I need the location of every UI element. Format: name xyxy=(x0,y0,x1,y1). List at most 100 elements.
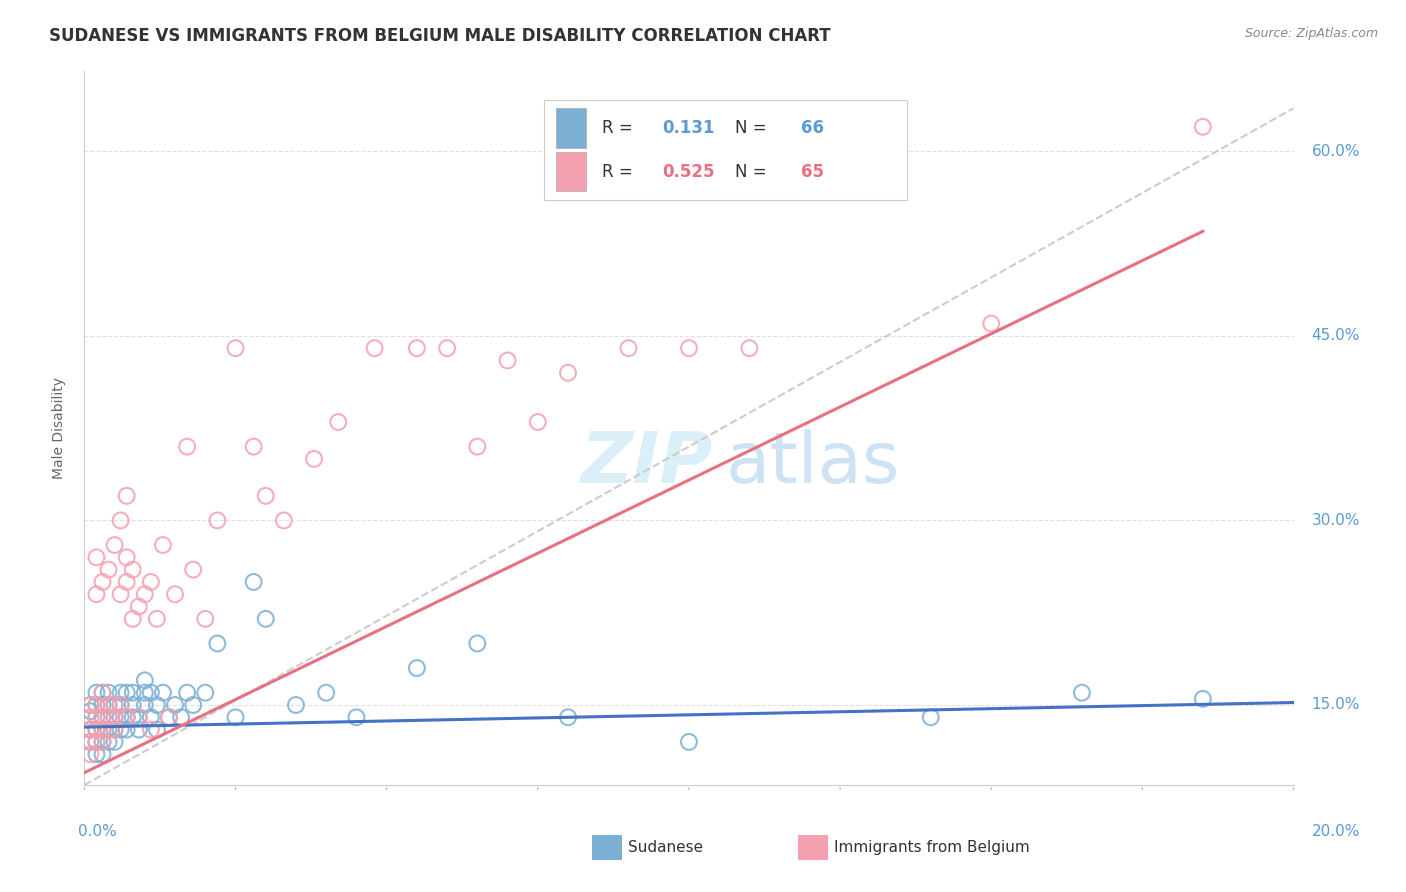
Point xyxy=(86,735,108,749)
Point xyxy=(139,686,162,700)
Point xyxy=(146,723,169,737)
Point xyxy=(134,698,156,712)
Text: Source: ZipAtlas.com: Source: ZipAtlas.com xyxy=(1244,27,1378,40)
Point xyxy=(97,723,120,737)
Point xyxy=(207,636,229,650)
Point xyxy=(980,317,1002,331)
Point xyxy=(134,686,156,700)
Point xyxy=(91,710,114,724)
Point xyxy=(86,723,108,737)
Text: SUDANESE VS IMMIGRANTS FROM BELGIUM MALE DISABILITY CORRELATION CHART: SUDANESE VS IMMIGRANTS FROM BELGIUM MALE… xyxy=(49,27,831,45)
Point xyxy=(115,550,138,565)
Point xyxy=(104,710,127,724)
Text: N =: N = xyxy=(735,163,772,181)
Point xyxy=(121,698,143,712)
Point xyxy=(91,747,114,762)
Point xyxy=(152,538,174,552)
Point xyxy=(110,698,132,712)
Point xyxy=(128,710,150,724)
Text: atlas: atlas xyxy=(725,429,900,499)
Text: 45.0%: 45.0% xyxy=(1312,328,1360,343)
Point xyxy=(115,489,138,503)
Point xyxy=(79,747,101,762)
Bar xyxy=(555,108,586,147)
Point xyxy=(110,710,132,724)
Point xyxy=(86,710,108,724)
Point xyxy=(678,341,700,355)
Text: R =: R = xyxy=(602,119,638,136)
Point xyxy=(104,698,127,712)
Point xyxy=(110,686,132,700)
Text: Immigrants from Belgium: Immigrants from Belgium xyxy=(834,840,1029,855)
Point xyxy=(91,686,114,700)
Text: 0.131: 0.131 xyxy=(662,119,714,136)
Point xyxy=(285,698,308,712)
Point xyxy=(557,366,579,380)
Point xyxy=(467,636,489,650)
Point xyxy=(97,710,120,724)
Point xyxy=(86,735,108,749)
Point xyxy=(91,710,114,724)
Text: 20.0%: 20.0% xyxy=(1312,824,1360,839)
Point xyxy=(225,341,247,355)
Text: R =: R = xyxy=(602,163,638,181)
Point xyxy=(86,723,108,737)
Point xyxy=(738,341,761,355)
Point xyxy=(157,710,180,724)
Point xyxy=(1071,686,1094,700)
Point xyxy=(86,710,108,724)
Point xyxy=(254,489,277,503)
Point xyxy=(242,574,264,589)
Point xyxy=(79,735,101,749)
Text: 15.0%: 15.0% xyxy=(1312,698,1360,713)
Bar xyxy=(592,835,623,860)
Point xyxy=(79,698,101,712)
Point xyxy=(176,440,198,454)
Point xyxy=(436,341,458,355)
Point xyxy=(328,415,350,429)
Text: 65: 65 xyxy=(801,163,824,181)
Point xyxy=(91,710,114,724)
Point xyxy=(121,686,143,700)
Point xyxy=(273,513,295,527)
Point xyxy=(115,574,138,589)
Point xyxy=(128,710,150,724)
Point xyxy=(152,686,174,700)
Point xyxy=(920,710,942,724)
Point xyxy=(110,587,132,601)
Point xyxy=(254,612,277,626)
Point xyxy=(194,612,217,626)
Point xyxy=(134,673,156,688)
Point xyxy=(157,710,180,724)
Point xyxy=(302,451,325,466)
Point xyxy=(91,723,114,737)
Point xyxy=(181,563,204,577)
Point xyxy=(79,723,101,737)
Point xyxy=(121,710,143,724)
Point xyxy=(165,698,187,712)
Point xyxy=(91,735,114,749)
Point xyxy=(79,710,101,724)
Text: Sudanese: Sudanese xyxy=(628,840,703,855)
Point xyxy=(139,574,162,589)
Point xyxy=(496,353,519,368)
Point xyxy=(617,341,640,355)
Point xyxy=(110,513,132,527)
Point xyxy=(165,587,187,601)
Point xyxy=(97,698,120,712)
Point xyxy=(207,513,229,527)
Bar xyxy=(544,100,907,200)
Text: 60.0%: 60.0% xyxy=(1312,144,1360,159)
Point xyxy=(121,563,143,577)
Point xyxy=(79,735,101,749)
Point xyxy=(115,686,138,700)
Point xyxy=(115,710,138,724)
Point xyxy=(194,686,217,700)
Point xyxy=(91,723,114,737)
Point xyxy=(86,698,108,712)
Point xyxy=(104,735,127,749)
Point xyxy=(79,698,101,712)
Point xyxy=(176,686,198,700)
Point xyxy=(86,686,108,700)
Text: 0.525: 0.525 xyxy=(662,163,714,181)
